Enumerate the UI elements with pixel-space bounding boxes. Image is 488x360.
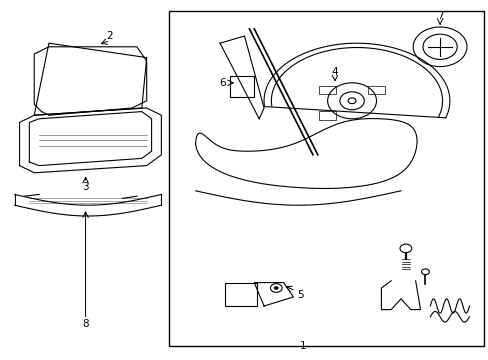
Circle shape — [273, 286, 278, 290]
Text: 7: 7 — [436, 11, 443, 21]
Text: 5: 5 — [297, 290, 304, 300]
Text: 4: 4 — [331, 67, 338, 77]
Text: 1: 1 — [299, 341, 306, 351]
Bar — [318, 86, 336, 94]
Bar — [229, 76, 254, 97]
Text: 8: 8 — [82, 319, 89, 329]
Text: 2: 2 — [106, 31, 113, 41]
Text: 6: 6 — [219, 78, 225, 88]
Bar — [224, 283, 256, 306]
Text: 3: 3 — [82, 182, 89, 192]
Bar — [367, 86, 385, 94]
Bar — [318, 111, 336, 120]
